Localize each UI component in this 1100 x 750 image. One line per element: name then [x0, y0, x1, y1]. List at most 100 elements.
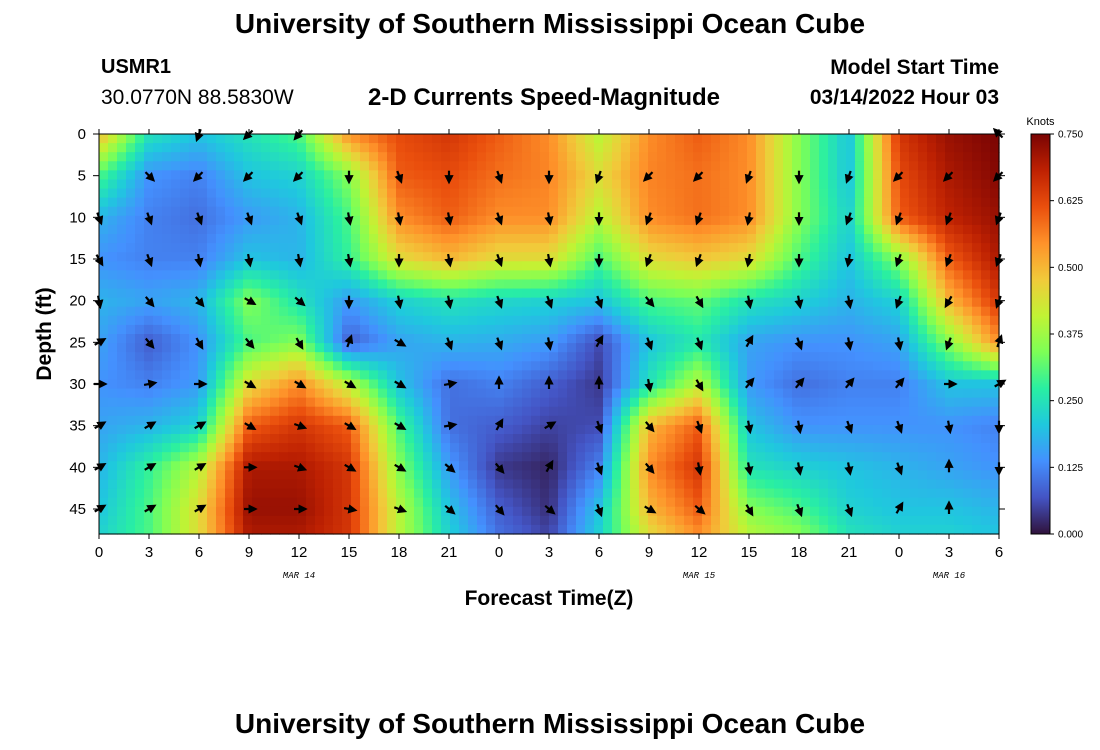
heatmap-cell — [333, 234, 343, 244]
heatmap-cell — [765, 497, 775, 508]
heatmap-cell — [630, 252, 640, 262]
heatmap-cell — [432, 179, 442, 190]
heatmap-cell — [675, 515, 685, 526]
heatmap-cell — [432, 434, 442, 444]
heatmap-cell — [801, 224, 811, 235]
heatmap-cell — [702, 361, 712, 371]
heatmap-cell — [441, 161, 451, 171]
heatmap-cell — [558, 206, 568, 217]
heatmap-cell — [360, 170, 370, 181]
heatmap-cell — [315, 461, 325, 471]
heatmap-cell — [666, 461, 676, 471]
heatmap-cell — [432, 315, 442, 326]
heatmap-cell — [918, 443, 928, 453]
heatmap-cell — [531, 515, 541, 526]
heatmap-cell — [432, 243, 442, 253]
current-arrow — [744, 334, 754, 348]
heatmap-cell — [576, 315, 586, 326]
heatmap-cell — [954, 188, 964, 199]
current-arrow — [444, 337, 454, 351]
heatmap-cell — [450, 479, 460, 490]
heatmap-cell — [504, 261, 514, 271]
heatmap-cell — [99, 361, 109, 371]
heatmap-cell — [711, 379, 721, 390]
heatmap-cell — [990, 261, 1000, 271]
heatmap-cell — [459, 352, 469, 362]
heatmap-cell — [459, 379, 469, 390]
heatmap-cell — [117, 506, 127, 517]
heatmap-cell — [837, 279, 847, 290]
heatmap-cell — [612, 461, 622, 471]
heatmap-cell — [468, 515, 478, 526]
heatmap-cell — [549, 388, 559, 399]
heatmap-cell — [351, 415, 361, 426]
heatmap-cell — [612, 279, 622, 290]
heatmap-cell — [216, 524, 226, 535]
heatmap-cell — [315, 397, 325, 408]
heatmap-cell — [864, 388, 874, 399]
heatmap-cell — [297, 479, 307, 490]
heatmap-cell — [990, 197, 1000, 208]
heatmap-cell — [162, 161, 172, 171]
heatmap-cell — [432, 261, 442, 271]
heatmap-cell — [621, 370, 631, 381]
heatmap-cell — [261, 215, 271, 226]
x-tick-label: 6 — [595, 544, 603, 561]
heatmap-cell — [711, 288, 721, 299]
heatmap-cell — [675, 261, 685, 271]
heatmap-cell — [171, 324, 181, 335]
heatmap-cell — [306, 315, 316, 326]
heatmap-cell — [495, 197, 505, 208]
heatmap-cell — [810, 261, 820, 271]
heatmap-cell — [171, 270, 181, 281]
heatmap-cell — [504, 334, 514, 344]
current-arrow — [744, 462, 754, 476]
heatmap-cell — [324, 324, 334, 335]
heatmap-cell — [468, 361, 478, 371]
heatmap-cell — [684, 452, 694, 462]
heatmap-cell — [990, 434, 1000, 444]
heatmap-cell — [432, 252, 442, 262]
heatmap-cell — [729, 397, 739, 408]
heatmap-cell — [180, 170, 190, 181]
heatmap-cell — [666, 343, 676, 353]
heatmap-cell — [747, 252, 757, 262]
heatmap-cell — [351, 388, 361, 399]
heatmap-cell — [513, 315, 523, 326]
heatmap-cell — [504, 470, 514, 481]
heatmap-cell — [864, 470, 874, 481]
heatmap-cell — [423, 252, 433, 262]
heatmap-cell — [864, 188, 874, 199]
heatmap-cell — [171, 434, 181, 444]
heatmap-cell — [585, 370, 595, 381]
heatmap-cell — [756, 315, 766, 326]
heatmap-cell — [963, 134, 973, 144]
heatmap-cell — [423, 424, 433, 435]
heatmap-cell — [657, 443, 667, 453]
heatmap-cell — [252, 370, 262, 381]
heatmap-cell — [819, 279, 829, 290]
heatmap-cell — [909, 352, 919, 362]
heatmap-cell — [738, 161, 748, 171]
heatmap-cell — [351, 243, 361, 253]
heatmap-cell — [396, 252, 406, 262]
heatmap-cell — [135, 279, 145, 290]
heatmap-cell — [414, 424, 424, 435]
heatmap-cell — [216, 470, 226, 481]
heatmap-cell — [270, 170, 280, 181]
heatmap-cell — [873, 515, 883, 526]
heatmap-cell — [819, 397, 829, 408]
heatmap-cell — [774, 252, 784, 262]
heatmap-cell — [405, 334, 415, 344]
heatmap-cell — [639, 206, 649, 217]
heatmap-cell — [144, 415, 154, 426]
heatmap-cell — [630, 424, 640, 435]
heatmap-cell — [306, 170, 316, 181]
heatmap-cell — [450, 206, 460, 217]
heatmap-cell — [270, 224, 280, 235]
heatmap-cell — [414, 270, 424, 281]
heatmap-cell — [828, 524, 838, 535]
heatmap-cell — [945, 161, 955, 171]
heatmap-cell — [306, 497, 316, 508]
heatmap-cell — [216, 434, 226, 444]
